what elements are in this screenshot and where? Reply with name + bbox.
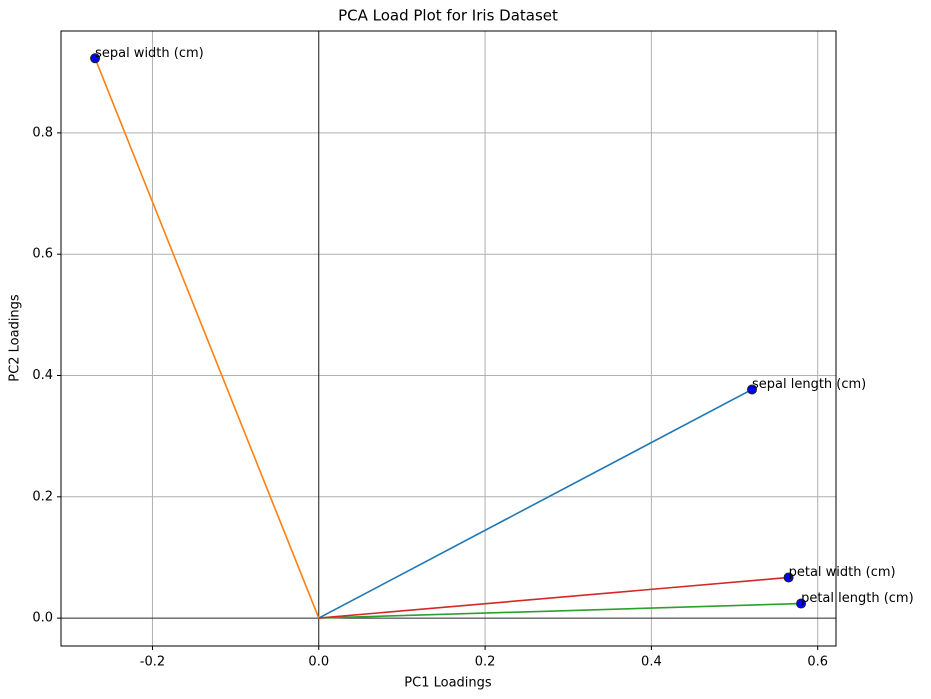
y-tick-label: 0.2	[32, 489, 53, 504]
loading-point	[747, 384, 758, 395]
plot-frame	[60, 30, 837, 647]
x-axis-label: PC1 Loadings	[404, 676, 492, 691]
loading-point	[783, 572, 794, 583]
loading-line	[94, 57, 320, 619]
point-label: sepal width (cm)	[95, 46, 204, 61]
x-tick-label: 0.0	[308, 655, 329, 670]
x-tick-label: 0.6	[807, 655, 828, 670]
y-tick-label: 0.8	[32, 125, 53, 140]
point-label: sepal length (cm)	[752, 377, 866, 392]
chart-title: PCA Load Plot for Iris Dataset	[338, 7, 558, 25]
x-tick-label: 0.2	[475, 655, 496, 670]
y-tick-label: 0.4	[32, 368, 53, 383]
y-tick-label: 0.0	[32, 611, 53, 626]
point-label: petal width (cm)	[789, 565, 896, 580]
loading-line	[318, 576, 789, 619]
y-axis-label: PC2 Loadings	[8, 294, 23, 382]
loading-line	[318, 388, 753, 619]
x-tick-label: 0.4	[641, 655, 662, 670]
loading-line	[318, 602, 802, 619]
loading-point	[796, 598, 807, 609]
y-tick-label: 0.6	[32, 247, 53, 262]
loading-point	[90, 53, 101, 64]
x-tick-label: -0.2	[140, 655, 165, 670]
point-label: petal length (cm)	[801, 591, 914, 606]
